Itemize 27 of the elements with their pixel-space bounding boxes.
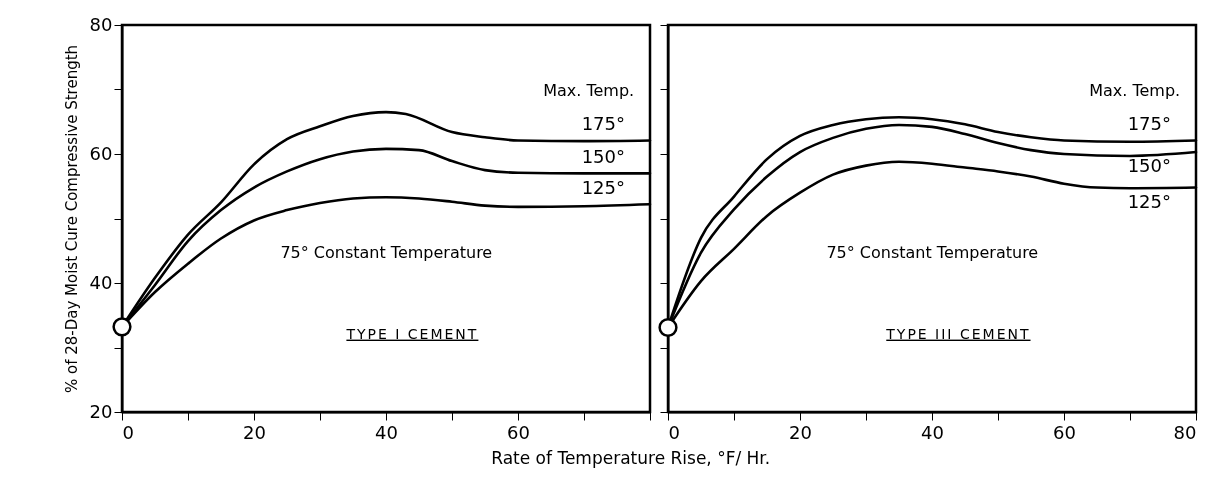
x-tick-label: 60 (1053, 421, 1076, 443)
x-tick-label: 40 (375, 421, 398, 443)
series-label: 175° (1127, 113, 1171, 135)
series-label: 125° (1127, 190, 1171, 212)
x-tick-label: 20 (789, 421, 812, 443)
y-tick-label: 20 (89, 400, 113, 422)
y-tick-label: 40 (89, 271, 113, 293)
x-tick-label: 60 (507, 421, 530, 443)
annotation: TYPE III CEMENT (885, 325, 1031, 342)
annotation: Max. Temp. (1089, 80, 1181, 100)
annotation: 75° Constant Temperature (280, 243, 493, 263)
y-tick-label: 80 (89, 13, 113, 35)
x-tick-label: 20 (243, 421, 266, 443)
y-tick-label: 60 (89, 142, 113, 164)
x-tick-label: 0 (122, 421, 134, 443)
series-label: 175° (581, 113, 625, 135)
x-tick-label: 0 (668, 421, 680, 443)
annotation: 75° Constant Temperature (826, 243, 1039, 263)
x-axis-title: Rate of Temperature Rise, °F/ Hr. (491, 448, 771, 469)
series-label: 125° (581, 177, 625, 199)
x-tick-label: 40 (921, 421, 944, 443)
annotation: TYPE I CEMENT (345, 325, 479, 342)
y-axis-title: % of 28-Day Moist Cure Compressive Strength (62, 44, 81, 394)
x-tick-label: 80 (1173, 421, 1197, 443)
annotation: Max. Temp. (543, 80, 635, 100)
legend-label: 150° (581, 146, 625, 168)
series-label: 150° (1127, 155, 1171, 177)
